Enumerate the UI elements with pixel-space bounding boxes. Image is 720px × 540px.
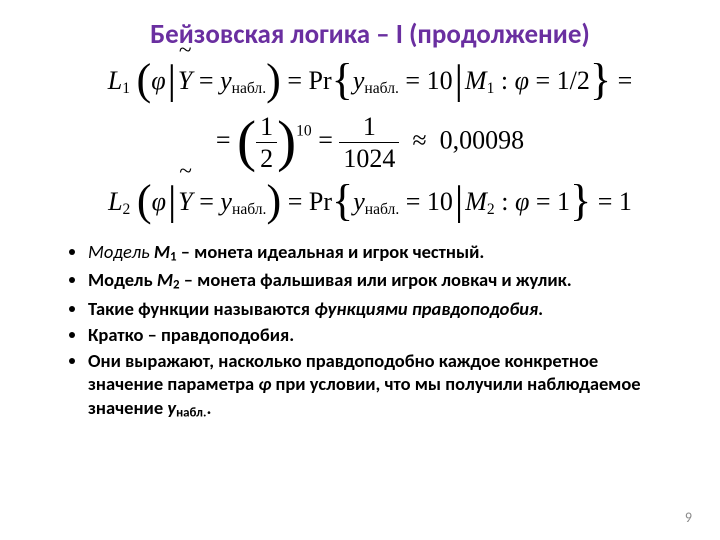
eq1-phival-den: 2 [577,66,590,95]
eq2-M-sub: 2 [487,201,495,218]
eq2-phival: 1 [557,187,570,216]
bullet-2: Модель М2 – монета фальшивая или игрок л… [88,268,670,294]
eq2-cy: y [353,187,365,216]
eq1-M: M [465,66,487,95]
eq1-10: 10 [427,66,453,95]
eq2-10: 10 [427,187,453,216]
eq1-L: L [108,66,122,95]
bullet-1: Модель М1 – монета идеальная и игрок чес… [88,240,670,266]
half-to-ten: ( 1 2 ) [237,111,296,174]
eq2-M: M [465,187,487,216]
bullet-5: Они выражают, насколько правдоподобно ка… [88,349,670,421]
frac-1-1024: 1 1024 [339,111,399,174]
eq1-phival-num: 1 [557,66,570,95]
eq2-Pr: Pr [309,187,332,216]
slide-title: Бейзовская логика – I (продолжение) [60,18,680,51]
equation-mid: = ( 1 2 ) 10 = 1 1024 ≈ 0,00098 [60,111,680,174]
eq2-y: y [220,187,232,216]
eq2-y-sub: набл. [232,201,267,218]
eq1-phi: φ [151,66,165,95]
eq1-Pr: Pr [309,66,332,95]
eq1-y-sub: набл. [232,80,267,97]
bullet-list: Модель М1 – монета идеальная и игрок чес… [60,240,680,422]
approx-val: 0,00098 [440,125,525,154]
eq2-rhs: 1 [619,187,632,216]
eq1-y: y [220,66,232,95]
bullet-4: Кратко – правдоподобия. [88,323,670,346]
bullet-3: Такие функции называются функциями правд… [88,297,670,320]
eq2-L-sub: 2 [123,201,131,218]
eq1-cphi: φ [515,66,529,95]
slide: Бейзовская логика – I (продолжение) L1 (… [0,0,720,540]
eq2-Y: ~Y [178,186,192,217]
eq1-M-sub: 1 [487,80,495,97]
eq1-cy: y [353,66,365,95]
exp-10: 10 [296,122,312,139]
eq1-cy-sub: набл. [364,80,399,97]
equation-L1: L1 (φ|~Y = yнабл.) = Pr{yнабл. = 10|M1 :… [60,65,680,99]
eq1-L-sub: 1 [122,80,130,97]
page-number: 9 [685,509,692,526]
eq1-Y: ~Y [178,65,192,96]
eq2-phi: φ [152,187,166,216]
eq2-cy-sub: набл. [365,201,400,218]
eq2-L: L [108,187,122,216]
equation-L2: L2 (φ|~Y = yнабл.) = Pr{yнабл. = 10|M2 :… [60,186,680,220]
eq2-cphi: φ [515,187,529,216]
